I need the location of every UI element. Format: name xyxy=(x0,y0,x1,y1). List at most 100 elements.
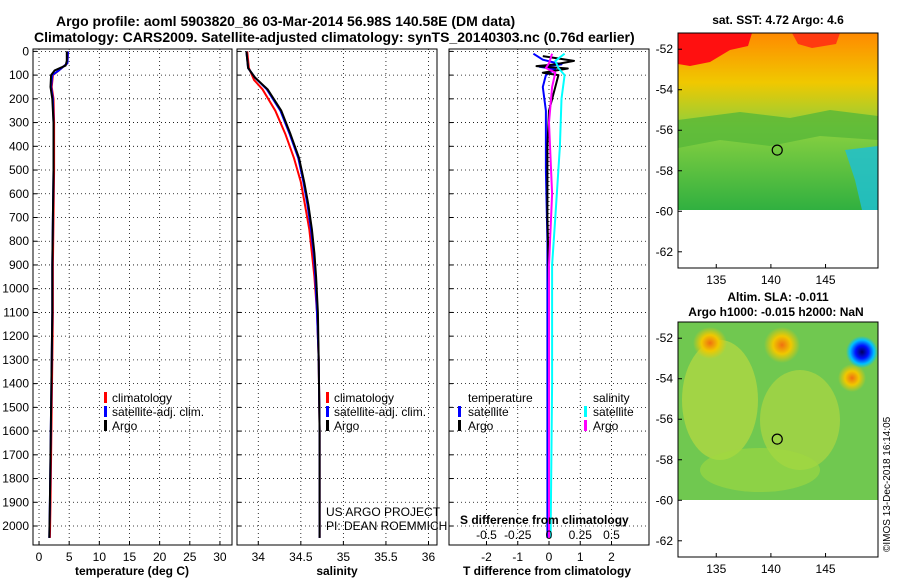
lat-tick-label: -62 xyxy=(656,245,674,259)
depth-tick-label: 700 xyxy=(9,210,29,224)
temperature-lines xyxy=(48,51,69,538)
sla-band-2 xyxy=(760,370,840,470)
depth-tick-label: 100 xyxy=(9,68,29,82)
sla-argo-marker xyxy=(771,433,783,445)
s-diff-tick-label: -0.25 xyxy=(504,528,532,542)
x-tick-label: 2 xyxy=(608,550,615,564)
temperature-panel: 0100200300400500600700800900100011001200… xyxy=(2,44,233,578)
x-tick-label: 30 xyxy=(213,550,227,564)
series-line-salinity-satellite xyxy=(549,52,566,538)
s-difference-ticks: -0.5 -0.25 0 0.25 0.5 xyxy=(476,528,620,542)
difference-lines xyxy=(532,52,575,538)
series-line-temperature-argo xyxy=(535,55,575,538)
legend-salinity-head: salinity xyxy=(593,391,630,405)
difference-xlabel: T difference from climatology xyxy=(463,564,631,578)
lon-tick-label: 140 xyxy=(761,273,781,287)
lat-tick-label: -62 xyxy=(656,534,674,548)
lat-tick-label: -60 xyxy=(656,493,674,507)
depth-tick-label: 2000 xyxy=(2,519,29,533)
x-tick-label: -1 xyxy=(512,550,523,564)
depth-tick-label: 1800 xyxy=(2,472,29,486)
lon-tick-label: 135 xyxy=(706,273,726,287)
sla-low xyxy=(846,336,878,368)
depth-tick-label: 1500 xyxy=(2,400,29,414)
salinity-axes-box xyxy=(236,48,438,546)
lat-tick-label: -56 xyxy=(656,123,674,137)
series-line-climatology xyxy=(246,51,321,538)
project-pi: PI: DEAN ROEMMICH xyxy=(326,519,447,533)
x-tick-label: 34 xyxy=(252,550,266,564)
sst-cool-band xyxy=(678,110,878,148)
legend-s-satellite-swatch xyxy=(584,406,587,417)
sla-map-title2: Argo h1000: -0.015 h2000: NaN xyxy=(688,305,863,319)
x-tick-label: 20 xyxy=(153,550,167,564)
s-diff-tick-label: -0.5 xyxy=(476,528,497,542)
sst-warm-patch-east xyxy=(792,33,840,48)
lon-tick-label: 145 xyxy=(816,273,836,287)
sla-field xyxy=(678,322,878,557)
x-tick-label: 34.5 xyxy=(289,550,313,564)
legend-s-satellite-adj: satellite-adj. clim. xyxy=(334,405,426,419)
salinity-grid xyxy=(237,49,437,545)
depth-tick-label: 200 xyxy=(9,92,29,106)
depth-tick-label: 1900 xyxy=(2,495,29,509)
sla-high-3 xyxy=(838,364,866,392)
depth-tick-label: 1100 xyxy=(3,305,29,319)
lat-tick-label: -54 xyxy=(656,372,674,386)
legend-t-argo-swatch xyxy=(458,420,461,431)
salinity-legend: climatology satellite-adj. clim. Argo xyxy=(326,391,426,433)
legend-t-satellite-swatch xyxy=(458,406,461,417)
series-line-argo xyxy=(48,51,68,538)
sst-map: sat. SST: 4.72 Argo: 4.6 -52 -54 -56 -58 -60… xyxy=(656,13,879,287)
sla-band-3 xyxy=(700,448,820,492)
legend-satellite-swatch xyxy=(104,406,107,417)
temperature-grid xyxy=(33,49,232,545)
x-tick-label: 5 xyxy=(66,550,73,564)
depth-tick-labels: 0 100 200 300 400 500 600 700 800 900 1000 1100 1200… xyxy=(2,44,29,533)
sla-lat-ticks: -52 -54 -56 -58 -60 -62 xyxy=(656,331,682,548)
sla-high-1 xyxy=(693,327,727,359)
x-tick-label: 0 xyxy=(546,550,553,564)
legend-s-satellite: satellite xyxy=(593,405,634,419)
temperature-legend: climatology satellite-adj. clim. Argo xyxy=(104,391,204,433)
depth-tick-label: 900 xyxy=(9,258,29,272)
depth-tick-label: 300 xyxy=(9,116,29,130)
x-tick-label: 36 xyxy=(422,550,436,564)
difference-x-ticks: -2 -1 0 1 2 xyxy=(481,541,615,564)
legend-s-argo-swatch xyxy=(584,420,587,431)
x-tick-label: 25 xyxy=(183,550,197,564)
series-line-satellite-adj-clim- xyxy=(245,51,321,538)
depth-tick-label: 1600 xyxy=(2,424,29,438)
lat-tick-label: -60 xyxy=(656,204,674,218)
x-tick-label: 35 xyxy=(337,550,351,564)
legend-t-argo: Argo xyxy=(468,419,494,433)
depth-tick-label: 800 xyxy=(9,234,29,248)
sla-no-data xyxy=(678,500,878,557)
sla-map-title1: Altim. SLA: -0.011 xyxy=(727,290,829,304)
legend-temperature-head: temperature xyxy=(468,391,533,405)
lat-tick-label: -54 xyxy=(656,83,674,97)
figure-title-line1: Argo profile: aoml 5903820_86 03-Mar-201… xyxy=(56,13,515,29)
project-name: US ARGO PROJECT xyxy=(326,505,441,519)
sst-warm-patch xyxy=(678,33,752,66)
sla-high-2 xyxy=(764,327,800,363)
x-tick-label: 1 xyxy=(577,550,584,564)
sla-map-box xyxy=(677,321,879,558)
lat-tick-label: -52 xyxy=(656,331,674,345)
depth-tick-label: 0 xyxy=(22,44,29,58)
temperature-x-ticks: 0 5 10 15 20 25 30 xyxy=(36,541,227,564)
s-diff-tick-label: 0 xyxy=(546,528,553,542)
sst-field xyxy=(678,33,878,268)
temperature-axes-box xyxy=(32,48,233,546)
lat-tick-label: -58 xyxy=(656,453,674,467)
depth-tick-label: 1000 xyxy=(2,282,29,296)
s-diff-tick-label: 0.25 xyxy=(569,528,593,542)
series-line-argo xyxy=(245,51,321,538)
depth-tick-label: 1200 xyxy=(2,329,29,343)
lat-tick-label: -56 xyxy=(656,412,674,426)
legend-s-satellite-swatch xyxy=(326,406,329,417)
s-diff-tick-label: 0.5 xyxy=(603,528,620,542)
salinity-panel: 34 34.5 35 35.5 36 salinity climatology sate… xyxy=(236,48,447,578)
s-difference-label: S difference from climatology xyxy=(460,513,629,527)
